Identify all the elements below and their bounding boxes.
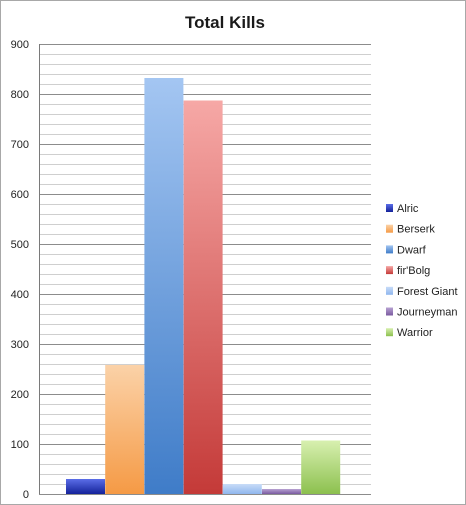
legend-swatch <box>386 266 393 275</box>
legend-swatch <box>386 328 393 337</box>
bar-journeyman <box>262 489 301 494</box>
legend-swatch <box>386 286 393 295</box>
chart-title: Total Kills <box>185 13 265 32</box>
legend-label: Forest Giant <box>397 286 458 298</box>
legend-swatch <box>386 204 393 212</box>
legend-swatch <box>386 307 393 316</box>
legend-label: Warrior <box>397 327 433 339</box>
y-tick-label: 200 <box>11 389 29 401</box>
legend-label: Berserk <box>397 224 435 236</box>
legend-label: fir'Bolg <box>397 265 430 277</box>
legend-label: Journeyman <box>397 307 458 319</box>
bar-dwarf <box>144 78 184 494</box>
legend-label: Dwarf <box>397 244 427 256</box>
bars <box>66 78 341 494</box>
y-tick-label: 100 <box>11 439 29 451</box>
y-tick-label: 600 <box>11 189 29 201</box>
y-tick-label: 0 <box>23 489 29 501</box>
legend-label: Alric <box>397 203 419 215</box>
y-tick-label: 300 <box>11 339 29 351</box>
y-tick-label: 400 <box>11 289 29 301</box>
bar-forest-giant <box>222 484 262 494</box>
y-tick-label: 700 <box>11 139 29 151</box>
bar-alric <box>66 479 105 494</box>
legend: Alric Berserk Dwarf fir'Bolg Forest Giant Jou… <box>386 203 458 339</box>
y-tick-label: 500 <box>11 239 29 251</box>
legend-swatch <box>386 245 393 254</box>
legend-swatch <box>386 224 393 233</box>
y-tick-label: 900 <box>11 39 29 51</box>
bar-fir-bolg <box>183 100 223 494</box>
bar-berserk <box>105 365 145 494</box>
bar-warrior <box>301 440 341 494</box>
y-tick-label: 800 <box>11 89 29 101</box>
y-axis: 0 100 200 300 400 500 600 700 800 900 <box>11 39 40 501</box>
